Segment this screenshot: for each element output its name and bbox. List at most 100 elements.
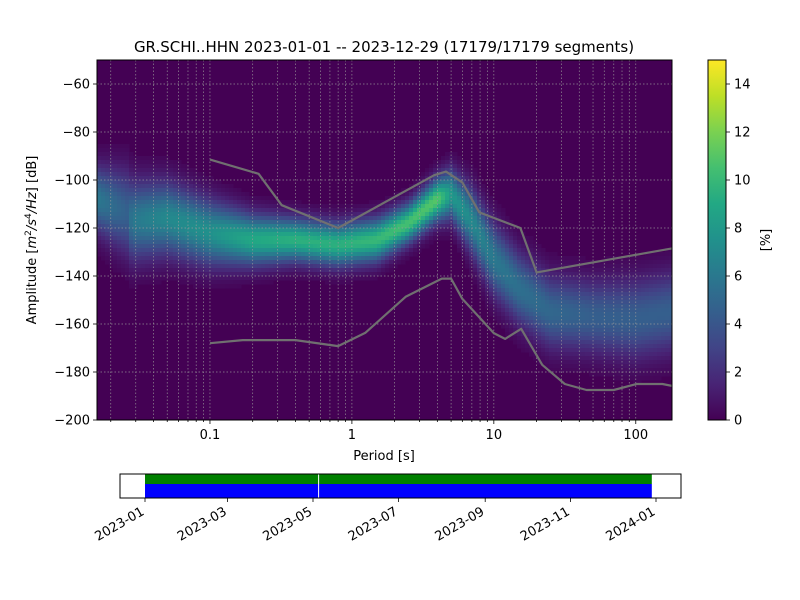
heatmap-cell [537,300,542,305]
heatmap-cell [489,260,494,265]
heatmap-cell [209,212,214,217]
heatmap-cell [373,216,378,221]
heatmap-cell [193,168,198,173]
heatmap-cell [341,276,346,281]
heatmap-cell [133,164,138,169]
heatmap-cell [557,356,562,361]
heatmap-cell [585,292,590,297]
heatmap-cell [365,268,370,273]
heatmap-cell [277,252,282,257]
heatmap-cell [213,280,218,285]
heatmap-cell [425,196,430,201]
heatmap-cell [641,264,646,269]
heatmap-cell [229,248,234,253]
heatmap-cell [529,288,534,293]
heatmap-cell [269,232,274,237]
heatmap-cell [521,288,526,293]
heatmap-cell [525,264,530,269]
heatmap-cell [477,228,482,233]
heatmap-cell [365,216,370,221]
heatmap-cell [569,356,574,361]
heatmap-cell [301,208,306,213]
heatmap-cell [297,268,302,273]
heatmap-cell [417,228,422,233]
heatmap-cell [509,324,514,329]
heatmap-cell [177,164,182,169]
heatmap-cell [501,212,506,217]
heatmap-cell [545,336,550,341]
heatmap-cell [589,304,594,309]
heatmap-cell [601,368,606,373]
heatmap-cell [389,232,394,237]
heatmap-cell [561,300,566,305]
heatmap-cell [253,272,258,277]
heatmap-cell [137,172,142,177]
heatmap-cell [641,300,646,305]
heatmap-cell [325,232,330,237]
heatmap-cell [405,232,410,237]
heatmap-cell [645,352,650,357]
heatmap-cell [361,220,366,225]
heatmap-cell [109,256,114,261]
heatmap-cell [269,280,274,285]
heatmap-cell [145,160,150,165]
heatmap-cell [413,244,418,249]
heatmap-cell [209,252,214,257]
heatmap-cell [369,252,374,257]
heatmap-cell [665,280,670,285]
heatmap-cell [497,236,502,241]
heatmap-cell [641,304,646,309]
heatmap-cell [565,368,570,373]
heatmap-cell [509,308,514,313]
heatmap-cell [505,240,510,245]
heatmap-cell [213,208,218,213]
heatmap-cell [249,224,254,229]
heatmap-cell [337,248,342,253]
heatmap-cell [265,252,270,257]
heatmap-cell [213,180,218,185]
heatmap-cell [633,312,638,317]
colorbar-tick-label: 8 [734,222,742,237]
heatmap-cell [621,276,626,281]
heatmap-cell [505,316,510,321]
heatmap-cell [613,324,618,329]
heatmap-cell [645,332,650,337]
heatmap-cell [325,216,330,221]
heatmap-cell [293,200,298,205]
heatmap-cell [577,312,582,317]
heatmap-cell [625,264,630,269]
heatmap-cell [529,248,534,253]
heatmap-cell [549,300,554,305]
heatmap-cell [609,372,614,377]
heatmap-cell [565,356,570,361]
heatmap-cell [281,216,286,221]
heatmap-cell [137,240,142,245]
heatmap-cell [189,196,194,201]
heatmap-cell [261,228,266,233]
heatmap-cell [241,240,246,245]
heatmap-cell [433,220,438,225]
heatmap-cell [109,216,114,221]
heatmap-cell [153,240,158,245]
heatmap-cell [509,248,514,253]
heatmap-cell [101,196,106,201]
heatmap-cell [145,232,150,237]
heatmap-cell [129,280,134,285]
heatmap-cell [641,372,646,377]
heatmap-cell [645,284,650,289]
heatmap-cell [669,308,672,313]
heatmap-cell [561,276,566,281]
heatmap-cell [161,256,166,261]
heatmap-cell [541,340,546,345]
heatmap-cell [237,256,242,261]
heatmap-cell [517,228,522,233]
heatmap-cell [417,196,422,201]
heatmap-cell [109,176,114,181]
heatmap-cell [661,352,666,357]
heatmap-cell [513,324,518,329]
heatmap-cell [169,272,174,277]
heatmap-cell [477,192,482,197]
heatmap-cell [509,272,514,277]
heatmap-cell [245,216,250,221]
